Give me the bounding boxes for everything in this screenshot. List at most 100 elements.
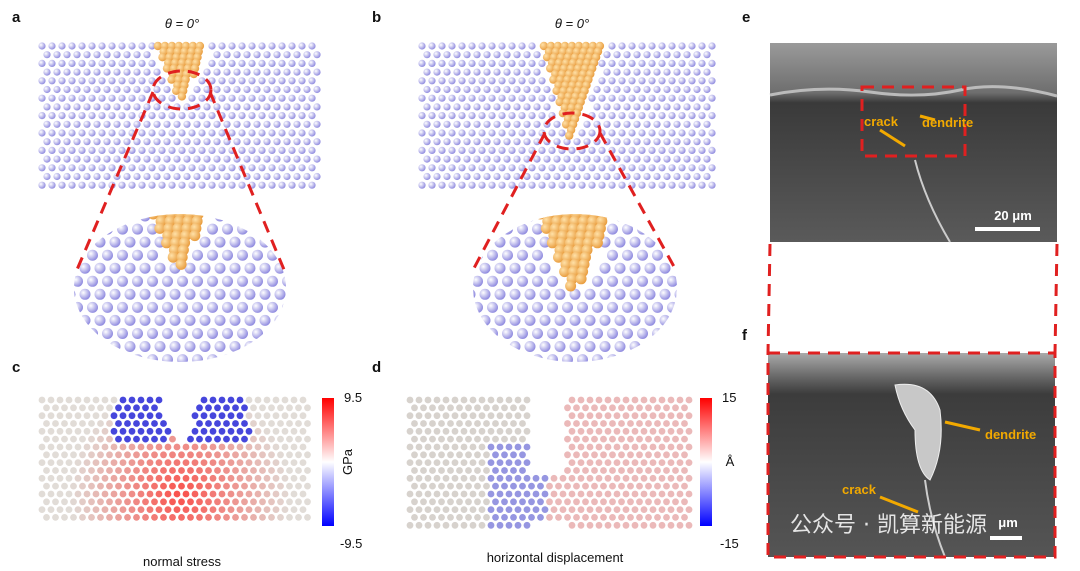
atom [164,474,172,482]
atom [674,214,677,222]
atom [223,51,231,59]
annotation: crack [842,482,877,497]
atom [653,155,661,163]
atom [415,506,423,513]
atom [304,420,311,427]
atom [505,521,513,529]
atom [313,155,321,163]
atom [429,404,436,412]
atom [447,420,454,427]
atom [277,451,284,459]
atom [510,420,517,427]
atom [510,482,517,490]
atom [143,68,151,76]
atom [244,288,256,300]
atom [245,443,253,451]
atom [38,427,46,435]
atom [488,94,496,102]
atom [74,214,76,222]
atom [488,164,496,172]
atom [411,435,418,443]
atom [569,341,581,352]
atom [548,164,556,172]
atom [142,467,149,474]
atom [119,443,127,451]
atom [614,214,626,222]
atom [478,42,486,50]
panel-label: a [12,9,21,26]
atom [151,514,158,521]
atom [113,155,121,163]
atom [469,521,477,529]
atom [83,120,91,128]
atom [70,435,77,443]
atom [102,354,113,362]
atom [478,146,486,154]
atom [151,467,158,474]
atom [124,482,131,490]
arrow [879,128,906,148]
atom [514,412,522,420]
atom [97,420,104,427]
atom [488,112,496,120]
atom [609,451,616,459]
atom [420,482,427,490]
atom [167,251,179,263]
atom [460,474,468,482]
atom [533,172,541,181]
atom [124,467,131,474]
atom [119,459,127,466]
atom [517,249,528,261]
atom [658,94,666,102]
atom [313,85,321,94]
zoom-box [766,351,1057,559]
atom [258,129,266,137]
atom [629,341,641,352]
atom [443,103,451,111]
atom [588,164,596,172]
atom [433,120,441,128]
atom [178,112,186,120]
atom [183,155,191,163]
atom [47,506,55,513]
atom [158,94,166,102]
atom [418,146,426,154]
atom [524,341,536,352]
atom [463,155,471,163]
atom [456,514,463,521]
atom [258,77,266,85]
atom [218,396,226,404]
atom [253,138,261,146]
atom [496,443,504,451]
atom [192,275,203,287]
atom [438,77,446,85]
atom [498,181,506,189]
atom [286,498,293,506]
atom [38,443,46,451]
atom [673,103,681,111]
atom [583,120,591,128]
atom [254,443,262,451]
atom [415,490,423,498]
atom [519,404,526,412]
atom [613,85,621,94]
atom [658,59,666,67]
atom [649,459,657,466]
atom [63,51,71,59]
atom [613,120,621,128]
atom [423,51,431,59]
atom [678,146,686,154]
zoom-line [598,132,679,273]
atom [191,459,199,466]
atom [97,498,104,506]
panel-label: d [372,359,381,376]
atom [418,181,426,189]
atom [498,42,506,50]
atom [56,459,64,466]
atom [505,443,513,451]
atom [254,427,262,435]
atom [708,164,716,172]
atom [47,490,55,498]
atom [492,498,499,506]
atom [128,490,136,498]
